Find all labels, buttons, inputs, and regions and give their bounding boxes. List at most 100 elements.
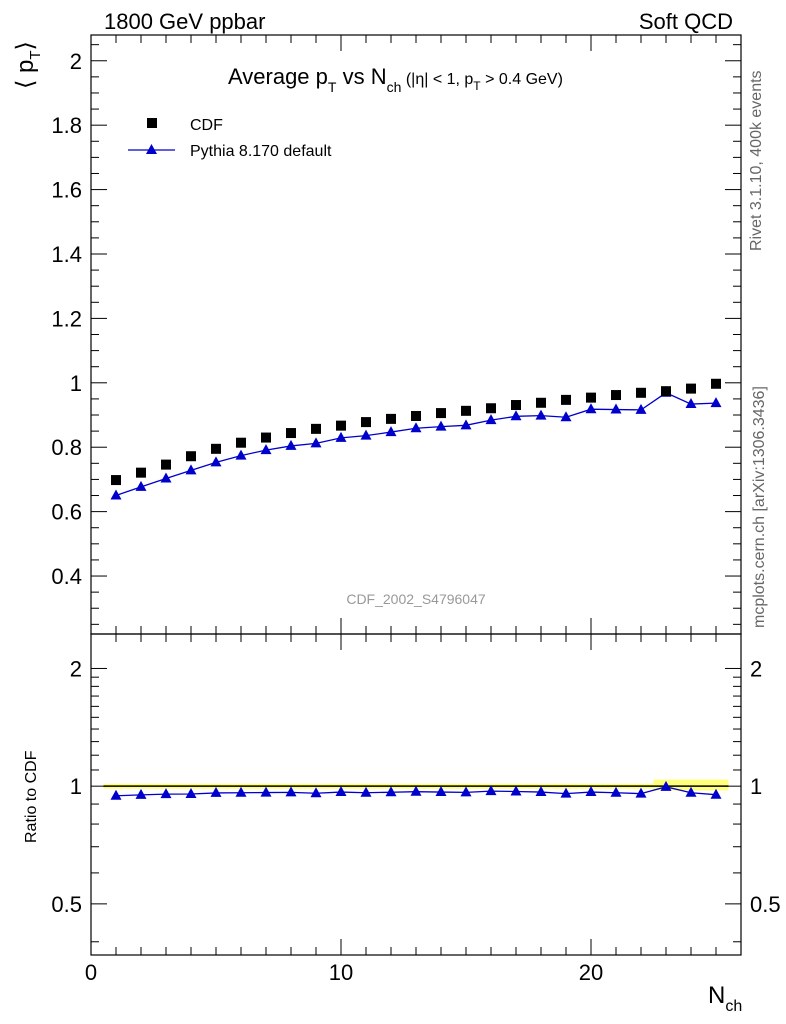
header-left: 1800 GeV ppbar <box>104 9 265 34</box>
cdf-point <box>561 394 571 405</box>
ratio-pythia-point <box>310 787 322 798</box>
pythia-point <box>685 398 697 409</box>
main-ytick-label: 0.6 <box>51 500 82 525</box>
title-pt-sub: T <box>328 79 337 95</box>
title-cuts-a: (|η| < 1, p <box>401 71 473 88</box>
cdf-point <box>386 413 396 424</box>
cdf-point <box>211 443 221 454</box>
ratio-ytick-label-right: 2 <box>750 656 762 681</box>
pythia-point <box>460 419 472 430</box>
pythia-point <box>385 426 397 437</box>
main-frame <box>90 34 742 635</box>
ylabel-close: ⟩ <box>12 41 39 50</box>
pythia-point <box>410 422 422 433</box>
cdf-point <box>411 410 421 421</box>
ratio-ytick-label: 2 <box>70 656 82 681</box>
pythia-point <box>585 403 597 414</box>
cdf-point <box>711 378 721 389</box>
title-cuts-sub: T <box>473 79 481 93</box>
xlabel-base: N <box>708 982 725 1009</box>
ratio-x-ticks: 0 10 20 <box>85 634 742 985</box>
legend: CDF Pythia 8.170 default <box>128 117 332 160</box>
ratio-xtick-label: 10 <box>329 960 353 985</box>
ratio-pythia-point <box>410 785 422 796</box>
ratio-pythia-point <box>560 787 572 798</box>
header-right: Soft QCD <box>639 9 733 34</box>
pythia-point <box>135 480 147 491</box>
ratio-pythia-point <box>335 786 347 797</box>
ratio-ytick-label-right: 1 <box>750 774 762 799</box>
pythia-point <box>535 409 547 420</box>
cdf-point <box>636 387 646 398</box>
legend-pythia-marker <box>146 144 157 154</box>
ratio-pythia-point <box>385 786 397 797</box>
title-nch-sub: ch <box>387 79 402 95</box>
cdf-point <box>436 408 446 419</box>
mcplots-label: mcplots.cern.ch [arXiv:1306.3436] <box>751 386 768 628</box>
title-cuts-b: > 0.4 GeV) <box>481 71 563 88</box>
ratio-ytick-label: 0.5 <box>51 892 82 917</box>
cdf-point <box>336 420 346 431</box>
ratio-pythia-point <box>110 789 122 800</box>
ratio-pythia-point <box>460 786 472 797</box>
ratio-y-ticks: 0.5 0.5 1 1 2 2 <box>51 656 781 943</box>
ratio-pythia-point <box>510 785 522 796</box>
ratio-pythia-point <box>585 786 597 797</box>
pythia-point <box>560 411 572 422</box>
pythia-point <box>160 472 172 483</box>
pythia-point <box>360 429 372 440</box>
cdf-point <box>111 475 121 486</box>
ylabel-sub: T <box>27 50 44 59</box>
ratio-pythia-point <box>660 780 672 791</box>
rivet-label: Rivet 3.1.10, 400k events <box>748 70 765 251</box>
ratio-ytick-label: 1 <box>70 774 82 799</box>
cdf-point <box>186 451 196 462</box>
ratio-pythia-point <box>535 786 547 797</box>
ratio-pythia-point <box>610 786 622 797</box>
ratio-pythia-point <box>485 785 497 796</box>
pythia-point <box>635 403 647 414</box>
main-ytick-label: 1.2 <box>51 306 82 331</box>
title-main-text: Average p <box>228 64 328 89</box>
ylabel-base: ⟨ p <box>12 60 39 89</box>
main-data-marks <box>110 378 722 500</box>
legend-cdf-label: CDF <box>190 117 223 134</box>
pythia-point <box>710 397 722 408</box>
pythia-point <box>285 439 297 450</box>
cdf-point <box>311 423 321 434</box>
ratio-pythia-point <box>635 787 647 798</box>
main-y-ticks: 0.4 0.6 0.8 1 1.2 1.4 1.6 1.8 2 <box>51 44 741 625</box>
main-ytick-label: 0.4 <box>51 564 82 589</box>
main-y-label: ⟨ pT⟩ <box>12 41 44 89</box>
cdf-point <box>161 459 171 470</box>
main-ytick-label: 1.8 <box>51 113 82 138</box>
pythia-point <box>510 410 522 421</box>
ratio-y-label: Ratio to CDF <box>23 750 40 843</box>
main-ytick-label: 1 <box>70 371 82 396</box>
ratio-pythia-point <box>360 786 372 797</box>
pythia-point <box>185 464 197 475</box>
main-ytick-label: 2 <box>70 49 82 74</box>
main-ytick-label: 0.8 <box>51 435 82 460</box>
ratio-data-marks <box>110 780 722 800</box>
ratio-pythia-point <box>210 786 222 797</box>
analysis-watermark: CDF_2002_S4796047 <box>346 591 486 607</box>
pythia-point <box>310 437 322 448</box>
cdf-point <box>236 437 246 448</box>
cdf-point <box>536 397 546 408</box>
pythia-line <box>115 392 717 497</box>
cdf-point <box>511 400 521 411</box>
ratio-xtick-label: 0 <box>85 960 97 985</box>
ratio-pythia-point <box>710 788 722 799</box>
cdf-point <box>461 405 471 416</box>
main-panel: 0.40.60.811.21.41.61.82 Average pT vs Nc… <box>12 34 742 635</box>
ratio-pythia-point <box>160 788 172 799</box>
cdf-point <box>586 392 596 403</box>
ratio-frame <box>90 633 742 956</box>
legend-pythia-label: Pythia 8.170 default <box>190 143 332 160</box>
cdf-point <box>686 383 696 394</box>
title-mid-text: vs N <box>336 64 386 89</box>
ratio-pythia-point <box>260 786 272 797</box>
ratio-ytick-label-right: 0.5 <box>750 892 781 917</box>
main-title: Average pT vs Nch (|η| < 1, pT > 0.4 GeV… <box>228 64 563 95</box>
